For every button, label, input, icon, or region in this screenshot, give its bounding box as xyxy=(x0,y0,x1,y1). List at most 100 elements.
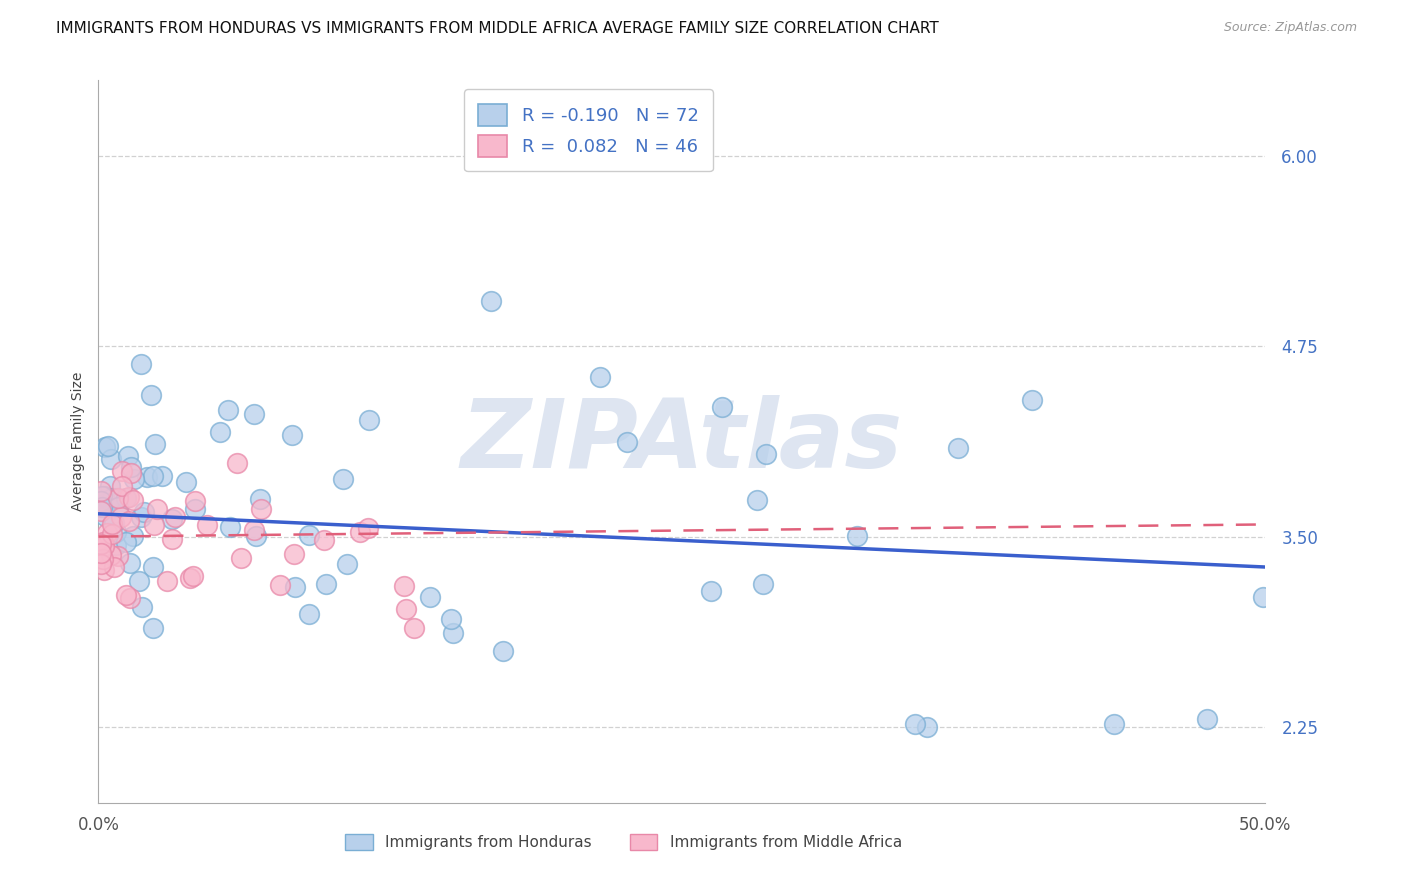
Point xyxy=(104,538,127,552)
Point xyxy=(118,556,141,570)
Point xyxy=(107,549,129,563)
Point xyxy=(915,720,938,734)
Point xyxy=(91,534,114,549)
Point xyxy=(315,577,337,591)
Point xyxy=(184,501,207,516)
Point xyxy=(90,483,112,498)
Point xyxy=(162,511,184,525)
Point xyxy=(111,464,134,478)
Point xyxy=(349,525,371,540)
Point xyxy=(129,509,152,524)
Point xyxy=(745,492,768,507)
Point xyxy=(131,599,153,614)
Point xyxy=(217,402,239,417)
Point xyxy=(107,491,129,505)
Point xyxy=(93,489,115,503)
Point xyxy=(336,558,359,572)
Point xyxy=(156,574,179,589)
Point xyxy=(96,526,118,541)
Point xyxy=(1195,712,1218,726)
Point xyxy=(97,439,120,453)
Point xyxy=(136,469,159,483)
Point xyxy=(314,533,336,547)
Point xyxy=(118,591,141,605)
Point xyxy=(100,548,122,562)
Y-axis label: Average Family Size: Average Family Size xyxy=(70,372,84,511)
Text: IMMIGRANTS FROM HONDURAS VS IMMIGRANTS FROM MIDDLE AFRICA AVERAGE FAMILY SIZE CO: IMMIGRANTS FROM HONDURAS VS IMMIGRANTS F… xyxy=(56,21,939,36)
Point xyxy=(491,644,513,658)
Point xyxy=(91,551,114,566)
Point xyxy=(117,449,139,463)
Point xyxy=(90,546,112,560)
Point xyxy=(103,516,125,530)
Point xyxy=(616,435,638,450)
Point xyxy=(755,447,778,461)
Point xyxy=(219,520,242,534)
Point xyxy=(120,466,142,480)
Point xyxy=(357,521,380,535)
Point xyxy=(132,505,155,519)
Point xyxy=(1102,716,1125,731)
Point xyxy=(105,524,128,539)
Point xyxy=(118,514,141,528)
Point xyxy=(297,527,319,541)
Point xyxy=(751,576,773,591)
Point xyxy=(101,516,124,531)
Point xyxy=(245,529,267,543)
Point xyxy=(269,578,291,592)
Point xyxy=(700,583,723,598)
Point xyxy=(150,469,173,483)
Point xyxy=(163,510,186,524)
Point xyxy=(124,472,146,486)
Point xyxy=(160,532,183,546)
Point xyxy=(710,401,733,415)
Text: ZIPAtlas: ZIPAtlas xyxy=(461,395,903,488)
Point xyxy=(90,489,112,503)
Legend: Immigrants from Honduras, Immigrants from Middle Africa: Immigrants from Honduras, Immigrants fro… xyxy=(339,829,908,856)
Text: Source: ZipAtlas.com: Source: ZipAtlas.com xyxy=(1223,21,1357,34)
Point xyxy=(98,493,121,508)
Point xyxy=(183,569,205,583)
Point xyxy=(103,559,125,574)
Point xyxy=(948,441,970,455)
Point xyxy=(120,460,142,475)
Point xyxy=(118,491,141,505)
Point xyxy=(195,518,218,533)
Point xyxy=(395,601,418,615)
Point xyxy=(122,529,145,543)
Point xyxy=(440,611,463,625)
Point xyxy=(146,502,169,516)
Point xyxy=(298,607,321,621)
Point xyxy=(142,560,165,574)
Point xyxy=(105,491,128,505)
Point xyxy=(129,357,152,371)
Point xyxy=(904,716,927,731)
Point xyxy=(479,293,502,308)
Point xyxy=(128,574,150,588)
Point xyxy=(114,491,136,505)
Point xyxy=(90,500,112,515)
Point xyxy=(115,588,138,602)
Point xyxy=(122,493,145,508)
Point xyxy=(94,440,117,454)
Point xyxy=(419,590,441,604)
Point xyxy=(98,479,121,493)
Point xyxy=(176,475,198,490)
Point xyxy=(110,509,132,524)
Point xyxy=(284,580,307,594)
Point xyxy=(392,578,415,592)
Point xyxy=(101,491,124,506)
Point xyxy=(357,413,380,427)
Point xyxy=(243,407,266,421)
Point xyxy=(93,539,115,553)
Point xyxy=(250,501,273,516)
Point xyxy=(243,523,266,537)
Point xyxy=(184,493,207,508)
Point xyxy=(281,427,304,442)
Point xyxy=(141,388,163,402)
Point xyxy=(1251,591,1274,605)
Point xyxy=(441,626,464,640)
Point xyxy=(142,621,165,635)
Point xyxy=(100,452,122,467)
Point xyxy=(90,537,112,551)
